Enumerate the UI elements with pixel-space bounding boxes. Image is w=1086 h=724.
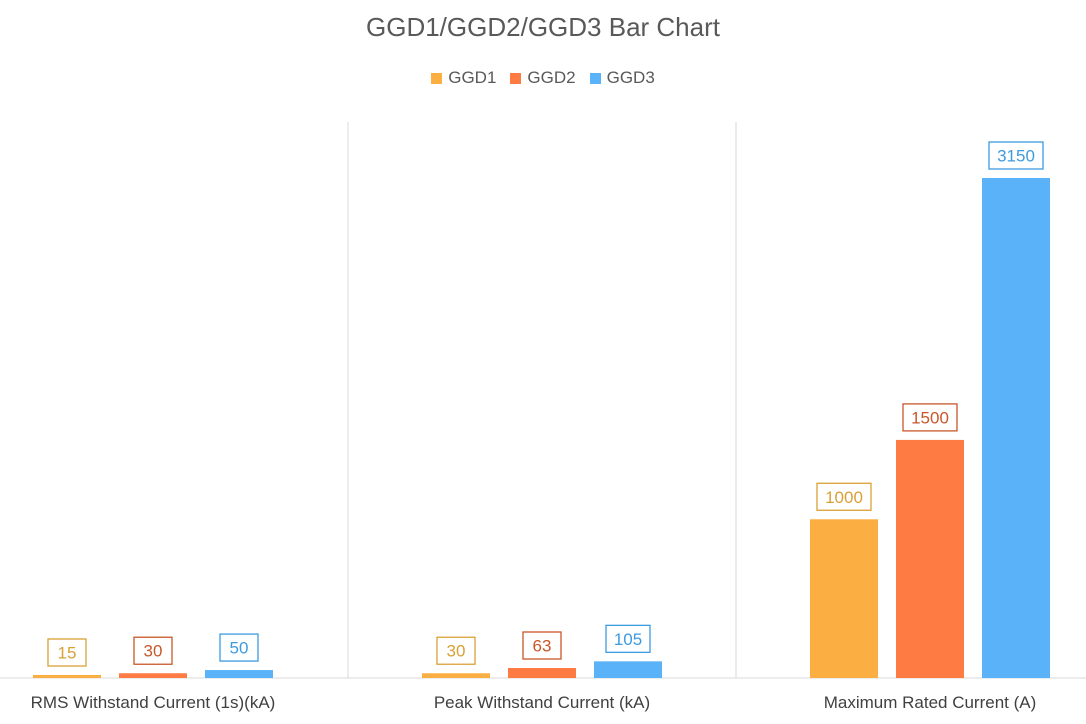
data-label-box-ggd3-cat2 (605, 624, 651, 653)
data-label-ggd1-cat2: 30 (447, 642, 466, 661)
data-label-ggd2-cat2: 63 (533, 637, 552, 656)
legend-label-ggd1: GGD1 (448, 68, 497, 87)
data-label-box-ggd3-cat3 (988, 141, 1044, 170)
data-label-ggd3-cat3: 3150 (997, 147, 1035, 166)
category-label-1: RMS Withstand Current (1s)(kA) (31, 693, 276, 712)
category-label-2: Peak Withstand Current (kA) (434, 693, 650, 712)
legend-label-ggd3: GGD3 (606, 68, 655, 87)
legend-item-ggd2: GGD2 (510, 68, 576, 88)
data-label-ggd1-cat1: 15 (58, 644, 77, 663)
bar-ggd3-cat1 (205, 670, 273, 678)
bar-ggd2-cat1 (119, 673, 187, 678)
bar-ggd2-cat3 (896, 439, 964, 678)
data-label-box-ggd2-cat1 (133, 636, 173, 665)
legend-item-ggd1: GGD1 (431, 68, 496, 88)
legend-swatch-ggd2 (510, 72, 522, 84)
data-label-box-ggd1-cat2 (436, 636, 476, 665)
legend-swatch-ggd3 (589, 72, 601, 84)
bar-ggd3-cat2 (594, 661, 662, 678)
data-label-box-ggd1-cat1 (47, 638, 87, 667)
legend: GGD1 GGD2 GGD3 (0, 68, 1086, 88)
category-label-3: Maximum Rated Current (A) (824, 693, 1037, 712)
data-label-ggd2-cat1: 30 (144, 642, 163, 661)
data-label-box-ggd2-cat3 (902, 403, 958, 432)
bar-ggd3-cat3 (982, 178, 1050, 678)
data-label-box-ggd3-cat1 (219, 633, 259, 662)
data-label-ggd3-cat1: 50 (230, 639, 249, 658)
legend-label-ggd2: GGD2 (527, 68, 576, 87)
bar-ggd2-cat2 (508, 668, 576, 678)
data-label-ggd3-cat2: 105 (614, 630, 642, 649)
data-label-box-ggd2-cat2 (522, 631, 562, 660)
data-label-ggd1-cat3: 1000 (825, 488, 863, 507)
chart-title: GGD1/GGD2/GGD3 Bar Chart (366, 12, 720, 42)
legend-item-ggd3: GGD3 (589, 68, 655, 88)
bar-ggd1-cat2 (422, 673, 490, 678)
bar-ggd1-cat3 (810, 519, 878, 678)
legend-swatch-ggd1 (431, 72, 443, 84)
data-label-ggd2-cat3: 1500 (911, 408, 949, 427)
data-label-box-ggd1-cat3 (816, 482, 872, 511)
bar-ggd1-cat1 (33, 675, 101, 678)
